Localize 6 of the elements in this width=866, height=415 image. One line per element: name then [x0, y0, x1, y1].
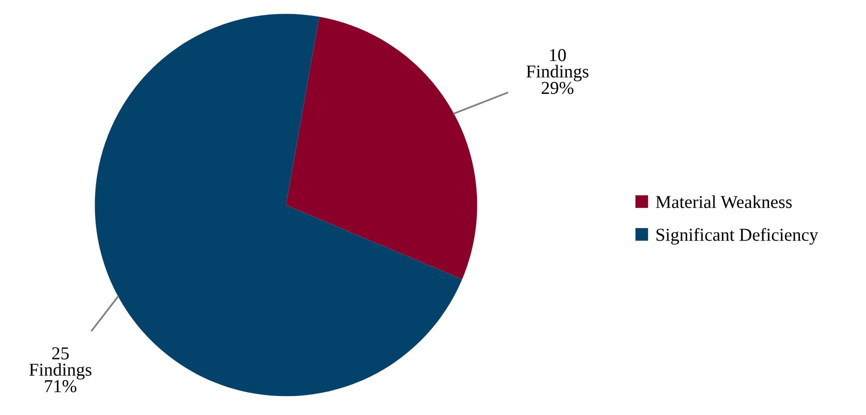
data-label: 10 Findings 29% — [526, 49, 588, 94]
pie-slice — [94, 14, 462, 396]
legend-label: Significant Deficiency — [656, 228, 818, 245]
pie-slice — [286, 16, 478, 280]
legend-label: Material Weakness — [656, 195, 792, 208]
data-label: 25 Findings 71% — [29, 347, 92, 392]
